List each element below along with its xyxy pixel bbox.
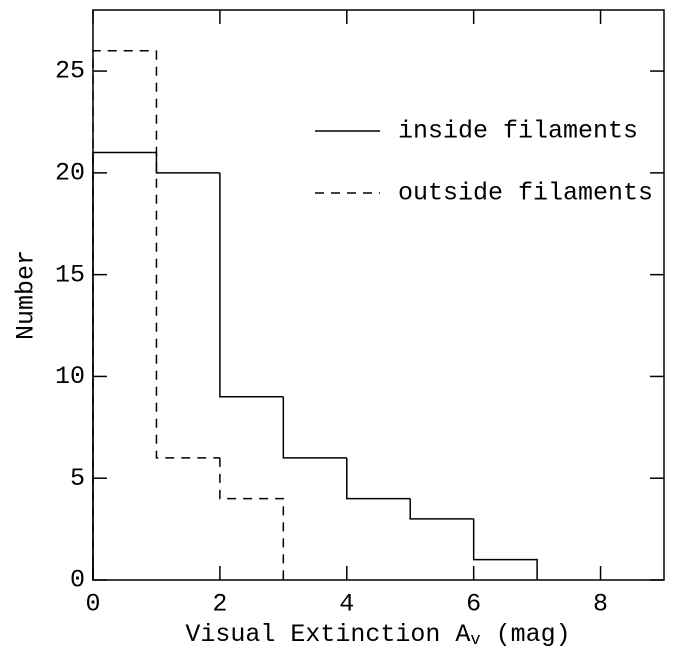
histogram-step [346, 457, 411, 500]
histogram-step [92, 49, 157, 580]
histogram-step [155, 50, 220, 459]
y-tick-label: 20 [55, 158, 85, 187]
histogram-step [219, 457, 285, 580]
y-tick-label: 10 [55, 362, 85, 391]
histogram-step [219, 172, 284, 398]
histogram-step [409, 498, 474, 520]
x-tick-label: 4 [339, 590, 354, 619]
y-tick-label: 15 [55, 260, 85, 289]
y-tick-label: 25 [55, 57, 85, 86]
histogram-step [472, 518, 538, 580]
histogram-step [155, 152, 220, 174]
y-tick-label: 5 [70, 464, 85, 493]
x-tick-label: 2 [212, 590, 227, 619]
plot-frame [92, 9, 665, 581]
x-tick-label: 6 [466, 590, 481, 619]
histogram-step [92, 151, 157, 580]
y-axis-label: Number [12, 250, 41, 340]
x-axis-label-part: (mag) [481, 620, 571, 649]
histogram-step [282, 396, 347, 459]
x-axis-label-part: Visual Extinction A [185, 620, 470, 649]
legend-label: outside filaments [398, 179, 653, 208]
y-tick-label: 0 [70, 566, 85, 595]
x-tick-label: 0 [85, 590, 100, 619]
x-axis-label-subscript: v [470, 631, 480, 650]
legend-label: inside filaments [398, 117, 638, 146]
x-tick-label: 8 [593, 590, 608, 619]
x-axis-label: Visual Extinction Av (mag) [185, 620, 570, 651]
